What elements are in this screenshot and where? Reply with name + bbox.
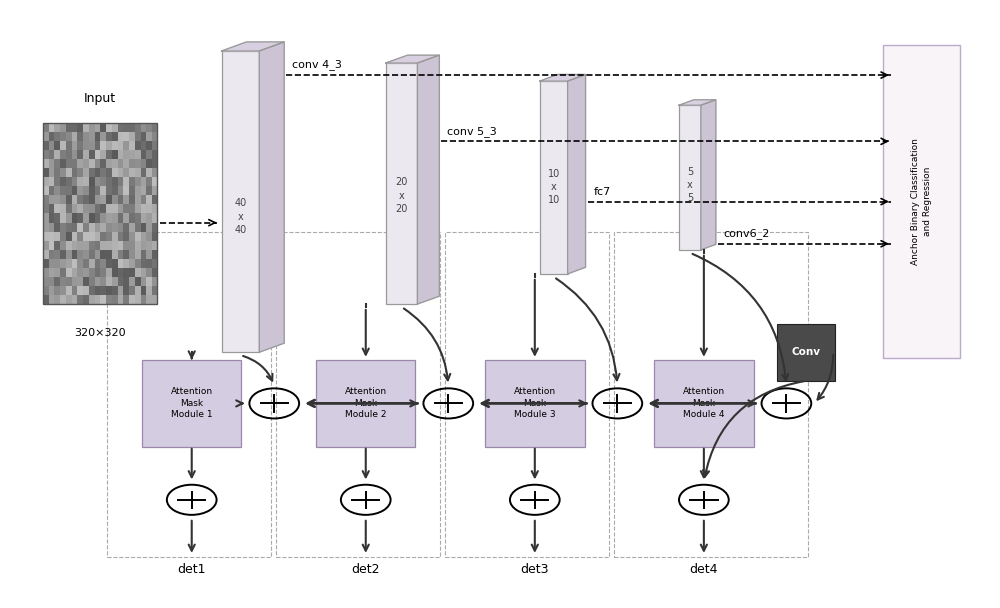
Text: Attention
Mask
Module 1: Attention Mask Module 1 (171, 387, 213, 420)
Text: conv6_2: conv6_2 (724, 228, 770, 239)
Text: 40
x
40: 40 x 40 (234, 198, 247, 235)
Polygon shape (679, 100, 716, 105)
Text: 5
x
5: 5 x 5 (687, 167, 693, 203)
Text: Input: Input (84, 92, 116, 105)
Text: 20
x
20: 20 x 20 (395, 178, 408, 214)
Text: Attention
Mask
Module 3: Attention Mask Module 3 (514, 387, 556, 420)
Text: conv 5_3: conv 5_3 (447, 126, 497, 137)
Text: fc7: fc7 (593, 187, 611, 197)
Bar (43, 123, 157, 304)
Polygon shape (417, 55, 439, 304)
FancyBboxPatch shape (654, 360, 754, 447)
Text: conv 4_3: conv 4_3 (292, 60, 342, 71)
Bar (386, 63, 417, 304)
Bar (540, 81, 568, 274)
Text: det3: det3 (521, 562, 549, 576)
FancyBboxPatch shape (777, 323, 835, 381)
Polygon shape (701, 100, 716, 250)
Polygon shape (386, 55, 439, 63)
Text: det2: det2 (352, 562, 380, 576)
Text: Attention
Mask
Module 4: Attention Mask Module 4 (683, 387, 725, 420)
Text: Attention
Mask
Module 2: Attention Mask Module 2 (345, 387, 387, 420)
Text: Anchor Binary Classification
and Regression: Anchor Binary Classification and Regress… (911, 138, 932, 265)
FancyBboxPatch shape (142, 360, 241, 447)
Polygon shape (540, 74, 586, 81)
Bar (222, 51, 259, 352)
FancyBboxPatch shape (316, 360, 415, 447)
Text: 10
x
10: 10 x 10 (548, 169, 560, 206)
Polygon shape (259, 42, 284, 352)
Text: det4: det4 (690, 562, 718, 576)
Polygon shape (568, 74, 586, 274)
Bar (679, 105, 701, 250)
Text: det1: det1 (177, 562, 206, 576)
Text: Conv: Conv (792, 347, 821, 357)
FancyBboxPatch shape (485, 360, 585, 447)
FancyBboxPatch shape (883, 45, 960, 358)
Text: 320×320: 320×320 (74, 328, 126, 338)
Polygon shape (222, 42, 284, 51)
